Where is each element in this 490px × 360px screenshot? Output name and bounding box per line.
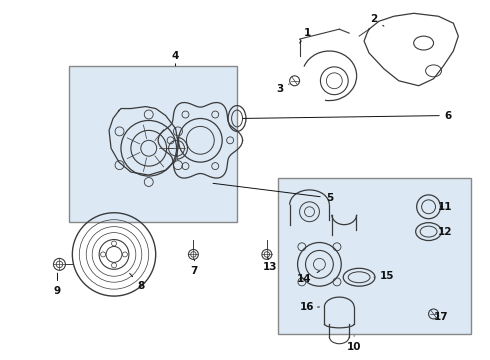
Text: 11: 11 xyxy=(438,202,453,212)
Text: 16: 16 xyxy=(300,302,319,312)
Text: 3: 3 xyxy=(276,84,289,94)
Text: 6: 6 xyxy=(243,111,452,121)
Text: 7: 7 xyxy=(191,260,198,276)
Text: 14: 14 xyxy=(297,271,319,284)
Text: 13: 13 xyxy=(263,257,277,272)
Bar xyxy=(70,66,237,222)
Text: 5: 5 xyxy=(213,183,333,203)
Bar xyxy=(278,178,471,334)
Text: 1: 1 xyxy=(299,28,311,43)
Text: 17: 17 xyxy=(434,312,449,322)
Text: 10: 10 xyxy=(347,336,362,352)
Text: 8: 8 xyxy=(130,273,145,291)
Text: 9: 9 xyxy=(54,273,61,296)
Text: 12: 12 xyxy=(438,226,453,237)
Text: 4: 4 xyxy=(172,51,179,66)
Text: 2: 2 xyxy=(370,14,384,26)
Text: 15: 15 xyxy=(374,271,394,281)
